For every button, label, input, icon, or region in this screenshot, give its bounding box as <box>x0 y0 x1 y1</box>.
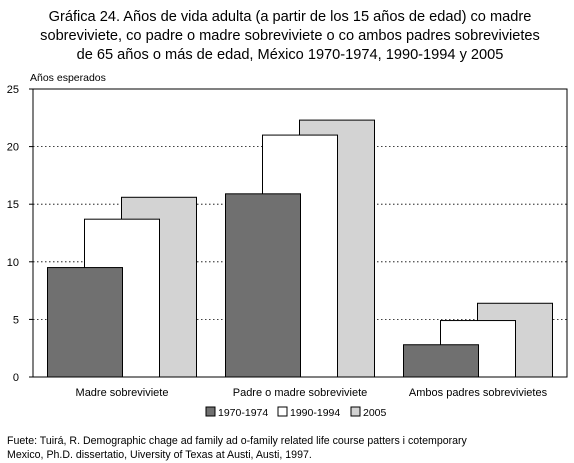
source-line: Fuete: Tuirá, R. Demographic chage ad fa… <box>7 435 467 447</box>
y-tick-label: 25 <box>7 84 19 96</box>
legend-swatch <box>277 406 288 417</box>
legend-swatch <box>350 406 361 417</box>
legend-label: 1970-1974 <box>218 407 268 419</box>
y-tick-labels: 0 5 10 15 20 25 <box>7 84 33 384</box>
legend-label: 2005 <box>363 407 387 419</box>
chart-title-line: sobreviviete, co padre o madre sobrevivi… <box>40 28 540 44</box>
chart-title-line: Gráfica 24. Años de vida adulta (a parti… <box>48 9 532 25</box>
chart-title: Gráfica 24. Años de vida adulta (a parti… <box>20 8 560 65</box>
axes <box>32 88 568 378</box>
bars <box>47 119 553 378</box>
bar <box>47 267 123 378</box>
x-tick-labels: Madre sobreviviete Padre o madre sobreviv… <box>76 387 548 399</box>
plot-frame <box>32 88 568 378</box>
chart-title-line: de 65 años o más de edad, México 1970-19… <box>76 47 504 63</box>
y-tick-label: 20 <box>7 142 19 154</box>
y-tick-label: 15 <box>7 199 19 211</box>
source-note: Fuete: Tuirá, R. Demographic chage ad fa… <box>7 434 569 462</box>
legend-swatch <box>205 406 216 417</box>
bar <box>225 193 301 378</box>
source-line: Mexico, Ph.D. dissertatio, Uiversity of … <box>7 449 312 461</box>
x-tick-label: Madre sobreviviete <box>76 387 169 399</box>
y-tick-label: 0 <box>13 372 19 384</box>
bar <box>403 344 479 378</box>
legend: 1970-1974 1990-1994 2005 <box>205 406 387 419</box>
y-tick-label: 5 <box>13 314 19 326</box>
y-axis-label: Años esperados <box>30 72 106 84</box>
x-tick-label: Padre o madre sobreviviete <box>233 387 368 399</box>
y-tick-label: 10 <box>7 257 19 269</box>
legend-label: 1990-1994 <box>290 407 340 419</box>
x-tick-label: Ambos padres sobrevivietes <box>409 387 548 399</box>
